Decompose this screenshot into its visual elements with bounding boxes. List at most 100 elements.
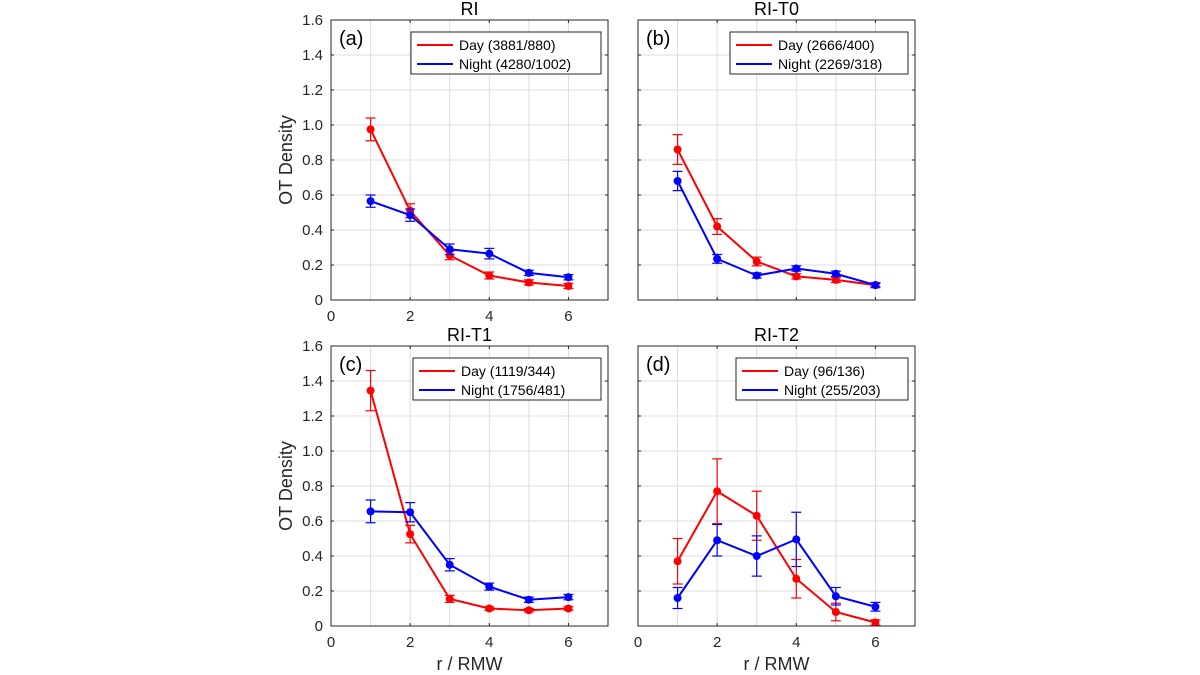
y-tick-label: 0.2 bbox=[302, 257, 323, 274]
x-tick-label: 6 bbox=[871, 634, 879, 651]
y-axis-label: OT Density bbox=[276, 115, 296, 205]
legend-box bbox=[735, 357, 909, 401]
data-point bbox=[673, 177, 682, 185]
x-tick-label: 2 bbox=[406, 634, 414, 651]
y-tick-label: 0.6 bbox=[302, 513, 323, 530]
legend-box bbox=[729, 31, 909, 75]
data-point bbox=[792, 535, 801, 544]
data-point bbox=[752, 271, 761, 280]
legend-box bbox=[410, 31, 602, 75]
data-point bbox=[524, 606, 533, 615]
y-tick-label: 0.8 bbox=[302, 152, 323, 169]
data-point bbox=[445, 245, 454, 254]
legend: Day (1119/344) Night (1756/481) bbox=[412, 357, 602, 401]
legend: Day (96/136) Night (255/203) bbox=[735, 357, 909, 401]
y-tick-label: 0.6 bbox=[302, 187, 323, 204]
x-tick-label: 2 bbox=[713, 634, 721, 651]
x-axis-label: r / RMW bbox=[437, 654, 503, 674]
axes-frame bbox=[330, 19, 609, 301]
y-tick-label: 0.4 bbox=[302, 548, 323, 565]
data-point bbox=[831, 275, 840, 284]
data-point bbox=[713, 536, 722, 545]
x-tick-label: 4 bbox=[485, 308, 493, 325]
data-point bbox=[831, 269, 840, 278]
axes-frame bbox=[330, 345, 609, 627]
data-point bbox=[871, 602, 880, 611]
panel-label: (a) bbox=[339, 28, 363, 50]
y-tick-label: 1.4 bbox=[302, 373, 323, 390]
data-point bbox=[445, 594, 454, 603]
panel-title: RI bbox=[461, 0, 479, 19]
series-line bbox=[369, 128, 569, 287]
data-point bbox=[406, 530, 415, 539]
series-day bbox=[672, 458, 881, 627]
series-night bbox=[672, 511, 881, 612]
data-point bbox=[752, 511, 761, 520]
series-line bbox=[676, 489, 876, 624]
data-point bbox=[871, 618, 880, 627]
series-line bbox=[676, 538, 876, 608]
x-tick-label: 4 bbox=[792, 634, 800, 651]
legend-entry: Day (2666/400) bbox=[778, 37, 875, 53]
data-point bbox=[524, 595, 533, 604]
data-point bbox=[485, 249, 494, 258]
panel-title: RI-T0 bbox=[754, 0, 799, 19]
y-tick-label: 0 bbox=[315, 292, 323, 309]
legend: Day (3881/880) Night (4280/1002) bbox=[410, 31, 602, 75]
series-line bbox=[676, 180, 876, 287]
series-day bbox=[672, 134, 881, 290]
x-tick-label: 0 bbox=[327, 634, 335, 651]
panel-title: RI-T1 bbox=[447, 325, 492, 345]
legend-entry: Day (3881/880) bbox=[459, 37, 556, 53]
data-point bbox=[524, 278, 533, 287]
y-tick-label: 1.0 bbox=[302, 443, 323, 460]
series-line bbox=[370, 200, 569, 279]
x-tick-label: 6 bbox=[564, 634, 572, 651]
series-line bbox=[676, 149, 876, 287]
panel-1: 0 2 4 6 0 0.2 0.4 0.6 0.8 1.0 1.2 1.4 1.6 OT Density R… bbox=[276, 0, 609, 325]
data-point bbox=[524, 268, 533, 277]
y-tick-label: 1.6 bbox=[302, 338, 323, 355]
data-point bbox=[831, 592, 840, 601]
axes-frame bbox=[637, 19, 916, 301]
series-day bbox=[365, 117, 574, 290]
legend-box bbox=[412, 357, 602, 401]
panel-title: RI-T2 bbox=[754, 325, 799, 345]
y-axis-label: OT Density bbox=[276, 441, 296, 531]
legend-entry: Night (1756/481) bbox=[461, 382, 565, 398]
x-axis-label: r / RMW bbox=[744, 654, 810, 674]
y-tick-label: 1.2 bbox=[302, 82, 323, 99]
data-point bbox=[445, 251, 454, 260]
data-point bbox=[366, 386, 375, 395]
panel-4: 0 2 4 6 r / RMW RI-T2 (d) Day (96/136) Night (25… bbox=[634, 325, 916, 674]
data-point bbox=[406, 211, 415, 220]
y-tick-label: 1.4 bbox=[302, 47, 323, 64]
data-point bbox=[406, 508, 415, 517]
data-point bbox=[792, 264, 801, 273]
y-tick-label: 1.2 bbox=[302, 408, 323, 425]
legend-entry: Night (255/203) bbox=[784, 382, 881, 398]
x-tick-label: 0 bbox=[634, 634, 642, 651]
data-point bbox=[713, 222, 722, 231]
y-tick-label: 0.8 bbox=[302, 478, 323, 495]
legend-entry: Night (2269/318) bbox=[778, 56, 882, 72]
data-point bbox=[792, 272, 801, 281]
data-point bbox=[366, 125, 375, 134]
panel-label: (d) bbox=[646, 354, 670, 376]
x-tick-label: 2 bbox=[406, 308, 414, 325]
data-point bbox=[752, 257, 761, 266]
series-line bbox=[370, 510, 569, 601]
y-tick-label: 0 bbox=[315, 618, 323, 635]
y-tick-label: 1.0 bbox=[302, 117, 323, 134]
legend: Day (2666/400) Night (2269/318) bbox=[729, 31, 909, 75]
data-point bbox=[564, 273, 573, 282]
data-point bbox=[564, 282, 573, 290]
data-point bbox=[713, 487, 722, 496]
y-tick-label: 0.4 bbox=[302, 222, 323, 239]
series-line bbox=[369, 390, 569, 612]
data-point bbox=[713, 254, 722, 263]
data-point bbox=[871, 281, 880, 290]
series-night bbox=[365, 499, 574, 604]
y-tick-label: 1.6 bbox=[302, 12, 323, 29]
